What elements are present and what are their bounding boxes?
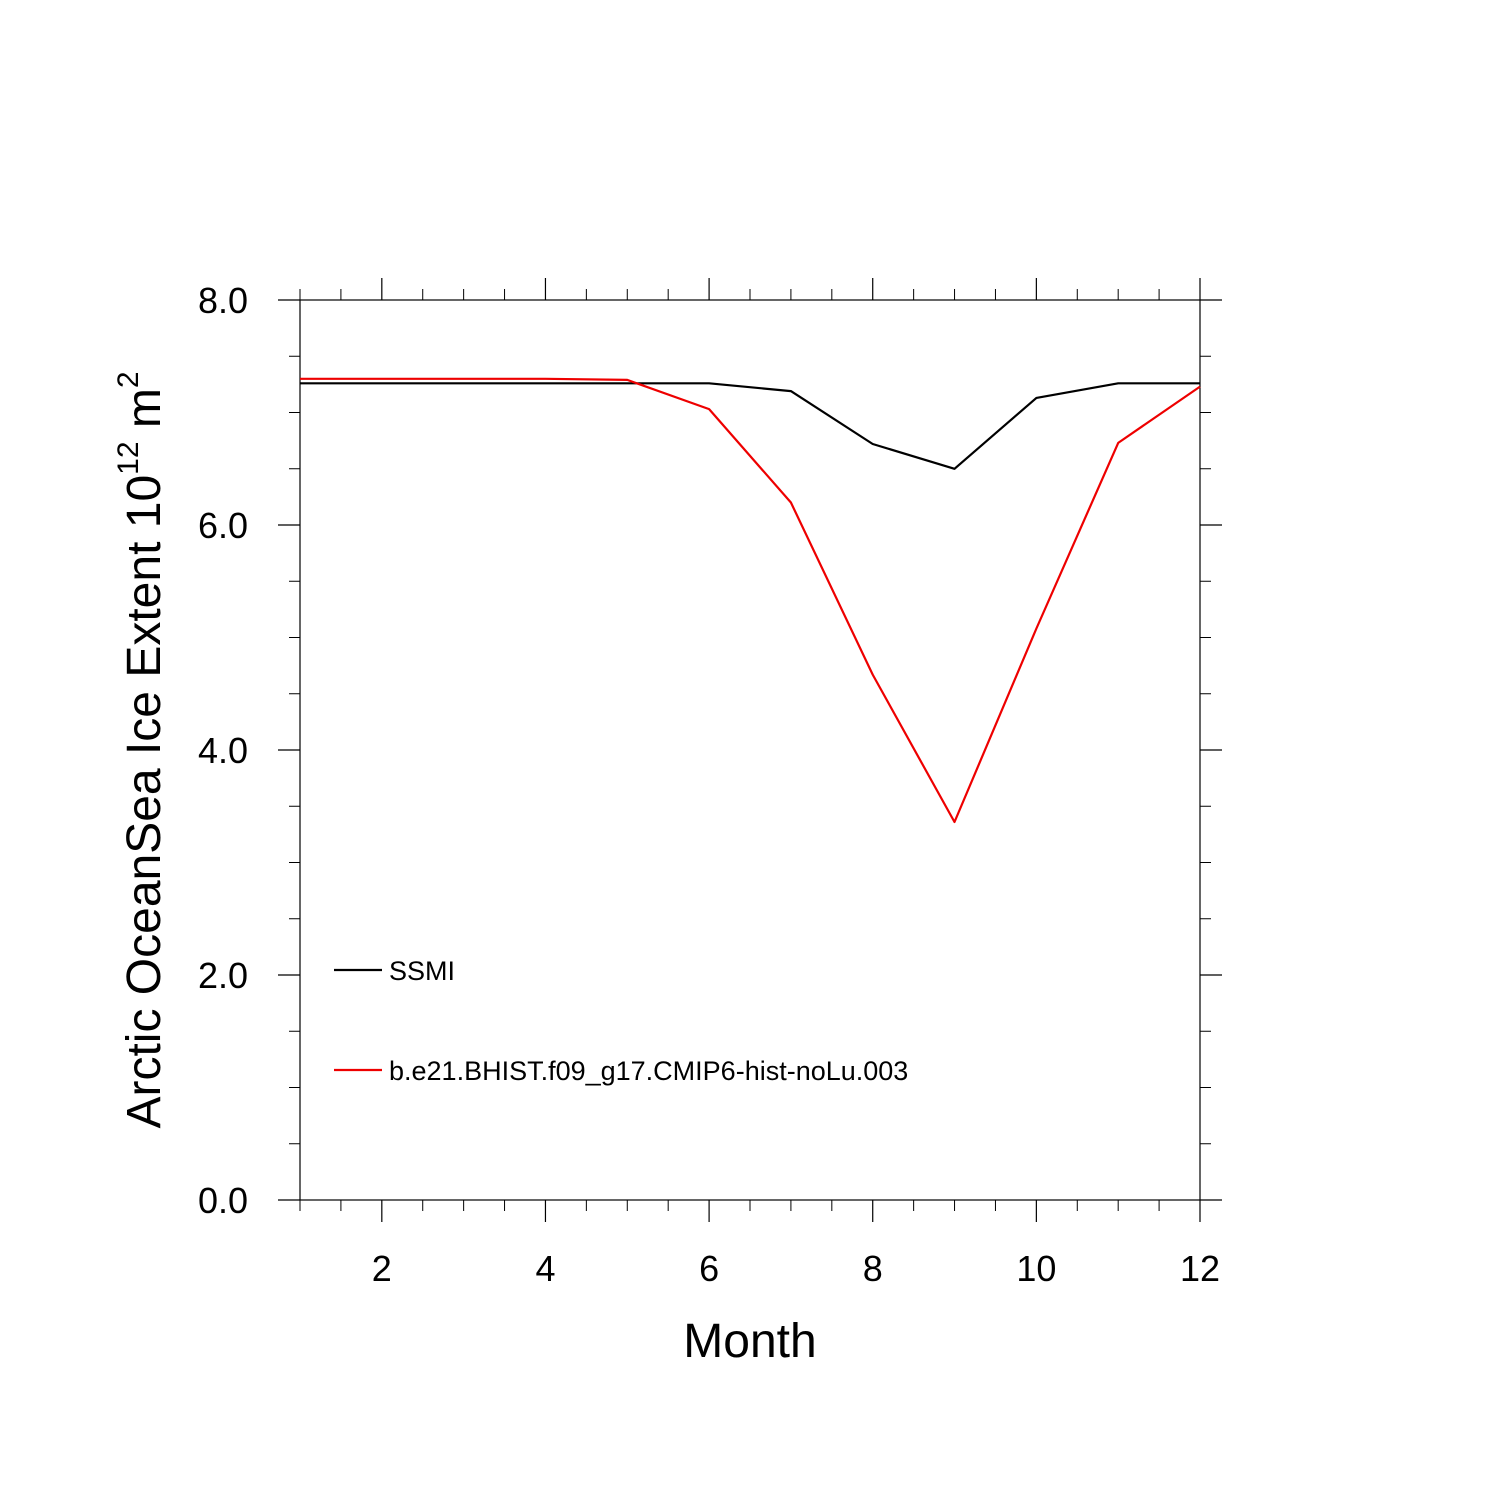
x-tick-label: 10 [1016,1248,1056,1289]
series-lines [300,377,1201,824]
y-tick-label: 8.0 [198,280,248,321]
legend-label-2: b.e21.BHIST.f09_g17.CMIP6-hist-noLu.003 [389,1056,908,1086]
series-line-2 [300,377,1201,824]
y-axis-label-exponent: 12 [112,441,145,474]
y-tick-label: 6.0 [198,505,248,546]
y-axis-label: Arctic OceanSea Ice Extent 1012 m2 [112,371,171,1128]
y-tick-label: 0.0 [198,1180,248,1221]
legend: SSMI b.e21.BHIST.f09_g17.CMIP6-hist-noLu.… [334,956,908,1086]
legend-label-1: SSMI [389,956,455,986]
y-axis-label-unit-exponent: 2 [112,371,145,388]
x-tick-label: 8 [863,1248,883,1289]
tick-marks [278,278,1222,1222]
x-tick-label: 6 [699,1248,719,1289]
y-tick-label: 2.0 [198,955,248,996]
x-tick-label: 4 [535,1248,555,1289]
series-line-1 [300,382,1200,470]
x-tick-label: 2 [372,1248,392,1289]
x-tick-label: 12 [1180,1248,1220,1289]
y-axis-label-main: Arctic OceanSea Ice Extent 10 [118,475,171,1129]
x-axis-label: Month [683,1315,816,1368]
y-tick-label: 4.0 [198,730,248,771]
y-axis-label-unit: m [118,388,171,441]
tick-labels: 0.0 2.0 4.0 6.0 8.0 2 4 6 8 10 12 [198,280,1220,1289]
